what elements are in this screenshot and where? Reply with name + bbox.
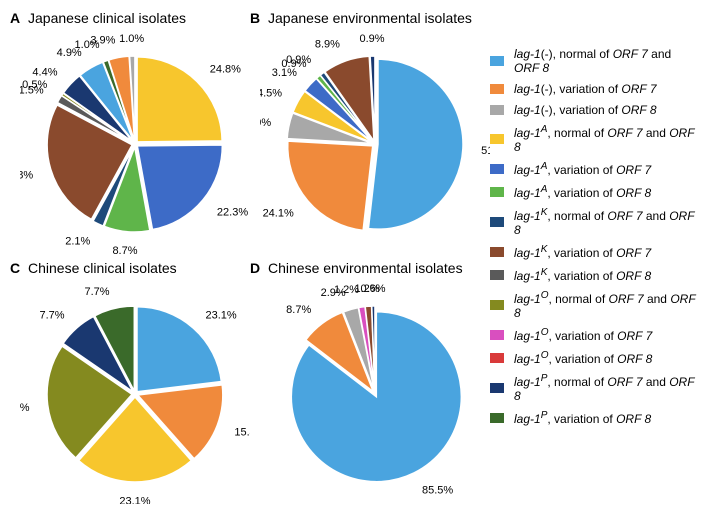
legend-item-c10: lag-1O, normal of ORF 7 and ORF 8 — [490, 290, 699, 320]
legend-item-c9: lag-1K, variation of ORF 8 — [490, 267, 699, 283]
slice-label: 0.6% — [360, 284, 385, 295]
slice-label: 23.1% — [205, 309, 236, 321]
legend-label: lag-1K, normal of ORF 7 and ORF 8 — [514, 207, 699, 237]
slice-label: 1.0% — [119, 34, 144, 45]
slice-label: 4.9% — [260, 117, 271, 129]
panel-B: B Japanese environmental isolates 51.8% 24… — [250, 10, 490, 260]
legend-item-c14: lag-1P, variation of ORF 8 — [490, 410, 699, 426]
legend-label: lag-1(-), variation of ORF 7 — [514, 82, 657, 96]
panel-title-B: B Japanese environmental isolates — [250, 10, 472, 26]
legend-swatch — [490, 164, 504, 174]
panel-title-D: D Chinese environmental isolates — [250, 260, 463, 276]
legend-label: lag-1A, normal of ORF 7 and ORF 8 — [514, 124, 699, 154]
panel-A: A Japanese clinical isolates 24.8% 22.3% 8.… — [10, 10, 250, 260]
legend-label: lag-1O, normal of ORF 7 and ORF 8 — [514, 290, 699, 320]
legend-item-c11: lag-1O, variation of ORF 7 — [490, 327, 699, 343]
panel-title-A: A Japanese clinical isolates — [10, 10, 186, 26]
pie-C: 23.1% 15.4% 23.1% 23.1% 7.7% 7.7% — [20, 284, 250, 504]
pie-D: 85.5%8.7%2.9%1.2%1.2%0.6% — [260, 284, 490, 504]
legend: lag-1(-), normal of ORF 7 and ORF 8 lag-1… — [490, 10, 699, 510]
legend-item-c12: lag-1O, variation of ORF 8 — [490, 350, 699, 366]
legend-label: lag-1(-), normal of ORF 7 and ORF 8 — [514, 47, 699, 75]
slice-label: 51.8% — [481, 145, 490, 157]
slice-label: 7.7% — [84, 286, 109, 298]
legend-item-c5: lag-1A, variation of ORF 7 — [490, 161, 699, 177]
slice-label: 0.9% — [286, 54, 311, 66]
figure: A Japanese clinical isolates 24.8% 22.3% 8.… — [10, 10, 699, 510]
legend-label: lag-1K, variation of ORF 8 — [514, 267, 651, 283]
slice-label: 4.4% — [32, 66, 57, 78]
legend-swatch — [490, 247, 504, 257]
legend-label: lag-1O, variation of ORF 8 — [514, 350, 652, 366]
slice-label: 8.7% — [112, 245, 137, 254]
legend-item-c8: lag-1K, variation of ORF 7 — [490, 244, 699, 260]
slice-label: 23.1% — [119, 495, 150, 504]
slice-label: 2.1% — [65, 235, 90, 247]
slice-label: 24.8% — [210, 63, 241, 75]
legend-swatch — [490, 187, 504, 197]
slice-label: 0.5% — [22, 79, 47, 91]
legend-label: lag-1(-), variation of ORF 8 — [514, 103, 657, 117]
charts-grid: A Japanese clinical isolates 24.8% 22.3% 8.… — [10, 10, 490, 510]
slice-label: 8.9% — [315, 39, 340, 51]
legend-swatch — [490, 270, 504, 280]
legend-item-c2: lag-1(-), variation of ORF 7 — [490, 82, 699, 96]
panel-C: C Chinese clinical isolates23.1%15.4%23.… — [10, 260, 250, 510]
slice-label: 85.5% — [422, 484, 453, 496]
legend-swatch — [490, 383, 504, 393]
slice-label: 0.9% — [359, 34, 384, 45]
legend-item-c6: lag-1A, variation of ORF 8 — [490, 184, 699, 200]
legend-item-c7: lag-1K, normal of ORF 7 and ORF 8 — [490, 207, 699, 237]
legend-label: lag-1A, variation of ORF 8 — [514, 184, 651, 200]
slice-c5 — [137, 145, 222, 230]
slice-label: 15.4% — [234, 427, 250, 439]
pie-A: 24.8%22.3%8.7%2.1%24.8%1.5%0.5%4.4%4.9%1… — [20, 34, 250, 254]
legend-swatch — [490, 413, 504, 423]
legend-item-c1: lag-1(-), normal of ORF 7 and ORF 8 — [490, 47, 699, 75]
legend-swatch — [490, 105, 504, 115]
legend-swatch — [490, 330, 504, 340]
slice-label: 23.1% — [20, 402, 30, 414]
slice-label: 7.7% — [39, 309, 64, 321]
panel-title-C: C Chinese clinical isolates — [10, 260, 177, 276]
legend-label: lag-1A, variation of ORF 7 — [514, 161, 651, 177]
legend-item-c3: lag-1(-), variation of ORF 8 — [490, 103, 699, 117]
legend-item-c4: lag-1A, normal of ORF 7 and ORF 8 — [490, 124, 699, 154]
legend-label: lag-1O, variation of ORF 7 — [514, 327, 652, 343]
slice-c2 — [288, 141, 373, 230]
legend-swatch — [490, 353, 504, 363]
legend-swatch — [490, 134, 504, 144]
legend-swatch — [490, 217, 504, 227]
legend-label: lag-1K, variation of ORF 7 — [514, 244, 651, 260]
legend-swatch — [490, 84, 504, 94]
legend-swatch — [490, 56, 504, 66]
panel-D: D Chinese environmental isolates 85.5% 8.7… — [250, 260, 490, 510]
slice-label: 8.7% — [286, 304, 311, 316]
slice-label: 3.9% — [90, 35, 115, 47]
slice-label: 24.8% — [20, 169, 33, 181]
legend-swatch — [490, 300, 504, 310]
slice-label: 22.3% — [217, 207, 248, 219]
legend-label: lag-1P, normal of ORF 7 and ORF 8 — [514, 373, 699, 403]
legend-label: lag-1P, variation of ORF 8 — [514, 410, 651, 426]
slice-label: 24.1% — [263, 207, 294, 219]
slice-c1 — [368, 59, 463, 229]
legend-item-c13: lag-1P, normal of ORF 7 and ORF 8 — [490, 373, 699, 403]
slice-label: 4.5% — [260, 88, 282, 100]
pie-B: 51.8%24.1%4.9%4.5%3.1%0.9%0.9%8.9%0.9% — [260, 34, 490, 254]
